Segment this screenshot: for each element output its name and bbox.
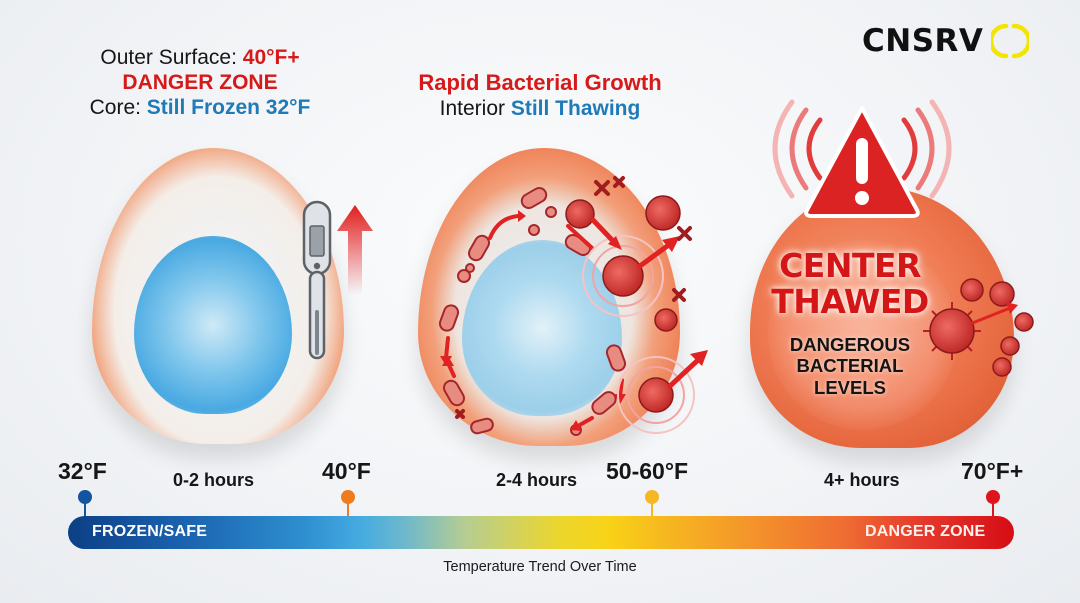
danger-zone-label: DANGER ZONE — [122, 71, 278, 95]
outer-surface-temp: 40°F+ — [242, 46, 300, 69]
stage-1-heading: Outer Surface: 40°F+ DANGER ZONE Core: S… — [40, 45, 360, 121]
frozen-core — [134, 236, 292, 414]
marker-pin-32f — [78, 490, 92, 516]
temperature-gradient-bar — [68, 516, 1014, 549]
frozen-meat-illustration — [92, 148, 344, 444]
interval-2-4-hours: 2-4 hours — [496, 470, 578, 490]
timeline-caption: Temperature Trend Over Time — [443, 559, 637, 575]
marker-pin-40f — [341, 490, 355, 516]
arrow-up-icon — [337, 205, 373, 295]
marker-label-50-60f: 50-60°F — [606, 458, 689, 484]
interior-label: Interior — [439, 97, 511, 121]
title-line-2: THAWED — [771, 281, 929, 321]
logo-text: CNSRV — [862, 23, 984, 59]
x-mark-icon — [455, 176, 692, 419]
signal-waves-icon — [772, 99, 952, 199]
outward-arrow-icon — [590, 217, 701, 389]
marker-pin-70f — [986, 490, 1000, 516]
warning-triangle-icon — [804, 106, 920, 218]
sub-line-2: BACTERIAL — [796, 355, 904, 377]
marker-label-70f: 70°F+ — [961, 458, 1024, 484]
logo-ring-icon — [991, 23, 1030, 59]
virus-cluster-icon — [923, 278, 1034, 377]
interval-0-2-hours: 0-2 hours — [173, 470, 255, 490]
core-status: Still Frozen 32°F — [146, 96, 311, 120]
dangerous-levels-text: DANGEROUS BACTERIAL LEVELS — [762, 334, 938, 398]
virus-icon — [565, 195, 695, 434]
marker-pin-50-60f — [645, 490, 659, 516]
warning-alert — [772, 99, 952, 218]
frozen-safe-label: FROZEN/SAFE — [92, 523, 208, 540]
bacteria-spread-overlay — [438, 176, 708, 436]
spread-arrow-icon — [444, 214, 624, 428]
core-label: Core: — [89, 96, 147, 120]
center-glow — [768, 240, 958, 430]
thawing-core — [462, 240, 622, 416]
interval-4-plus-hours: 4+ hours — [824, 470, 900, 490]
marker-label-32f: 32°F — [58, 458, 107, 484]
sub-line-1: DANGEROUS — [789, 334, 911, 355]
brand-logo: CNSRV — [862, 22, 1030, 60]
stage-2-heading: Rapid Bacterial Growth Interior Still Th… — [380, 70, 700, 122]
center-thawed-title: CENTER THAWED — [762, 248, 938, 319]
marker-label-40f: 40°F — [322, 458, 371, 484]
rapid-growth-label: Rapid Bacterial Growth — [418, 70, 662, 95]
interior-status: Still Thawing — [510, 97, 641, 121]
danger-zone-bar-label: DANGER ZONE — [865, 523, 986, 540]
outer-surface-label: Outer Surface: — [100, 46, 243, 69]
sub-line-3: LEVELS — [814, 376, 886, 398]
thermometer-icon — [302, 200, 332, 360]
title-line-1: CENTER — [779, 246, 921, 285]
